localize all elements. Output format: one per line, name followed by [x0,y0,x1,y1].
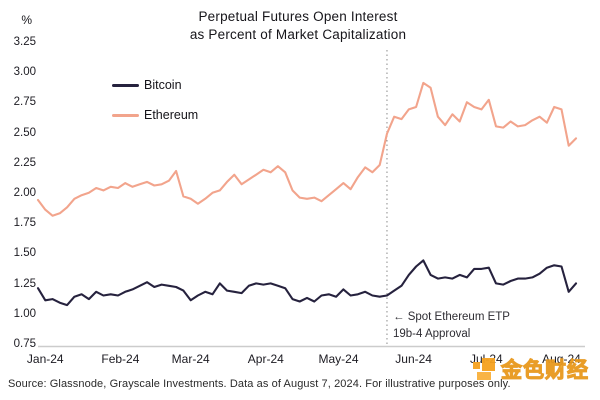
y-tick-1.25: 1.25 [13,277,36,290]
legend-item-ethereum: Ethereum [112,100,198,130]
x-tick-Apr-24: Apr-24 [247,352,284,366]
x-tick-Jan-24: Jan-24 [26,352,64,366]
event-annotation-line2: 19b-4 Approval [393,327,471,340]
ethereum-line-swatch [112,113,139,117]
y-tick-1.75: 1.75 [13,217,36,230]
y-tick-3.25: 3.25 [13,36,36,48]
jinse-finance-logo: 金色财经 [472,357,589,383]
legend-label-ethereum: Ethereum [144,108,199,122]
event-annotation-line1: ← Spot Ethereum ETP [393,311,510,323]
x-tick-May-24: May-24 [318,352,359,366]
chart-title: Perpetual Futures Open Interest as Perce… [0,8,596,44]
legend: Bitcoin Ethereum [112,70,198,130]
y-tick-2.25: 2.25 [13,156,36,169]
y-tick-0.75: 0.75 [13,338,36,350]
source-note: Source: Glassnode, Grayscale Investments… [8,378,511,390]
y-tick-2.50: 2.50 [13,126,36,139]
jinse-logo-icon [473,358,495,380]
y-tick-1.50: 1.50 [13,247,36,260]
chart-title-line2: as Percent of Market Capitalization [189,27,407,42]
y-axis-unit-label: % [21,13,32,27]
chart-title-line1: Perpetual Futures Open Interest [198,9,398,24]
y-tick-1.00: 1.00 [13,307,36,320]
ethereum-line-series [36,81,578,217]
y-tick-3.00: 3.00 [13,66,36,79]
legend-item-bitcoin: Bitcoin [112,70,198,100]
bitcoin-line-series [36,259,578,307]
bitcoin-line-swatch [112,83,139,87]
x-tick-Feb-24: Feb-24 [101,352,140,366]
y-tick-2.75: 2.75 [13,96,36,109]
x-tick-Mar-24: Mar-24 [171,352,210,366]
event-annotation: ← Spot Ethereum ETP 19b-4 Approval [393,309,510,342]
y-tick-2.00: 2.00 [13,187,36,199]
jinse-logo-text: 金色财经 [501,358,589,383]
x-tick-Jun-24: Jun-24 [395,352,432,366]
legend-label-bitcoin: Bitcoin [144,78,182,92]
x-tick-Aug-24: Aug-24 [542,352,581,366]
